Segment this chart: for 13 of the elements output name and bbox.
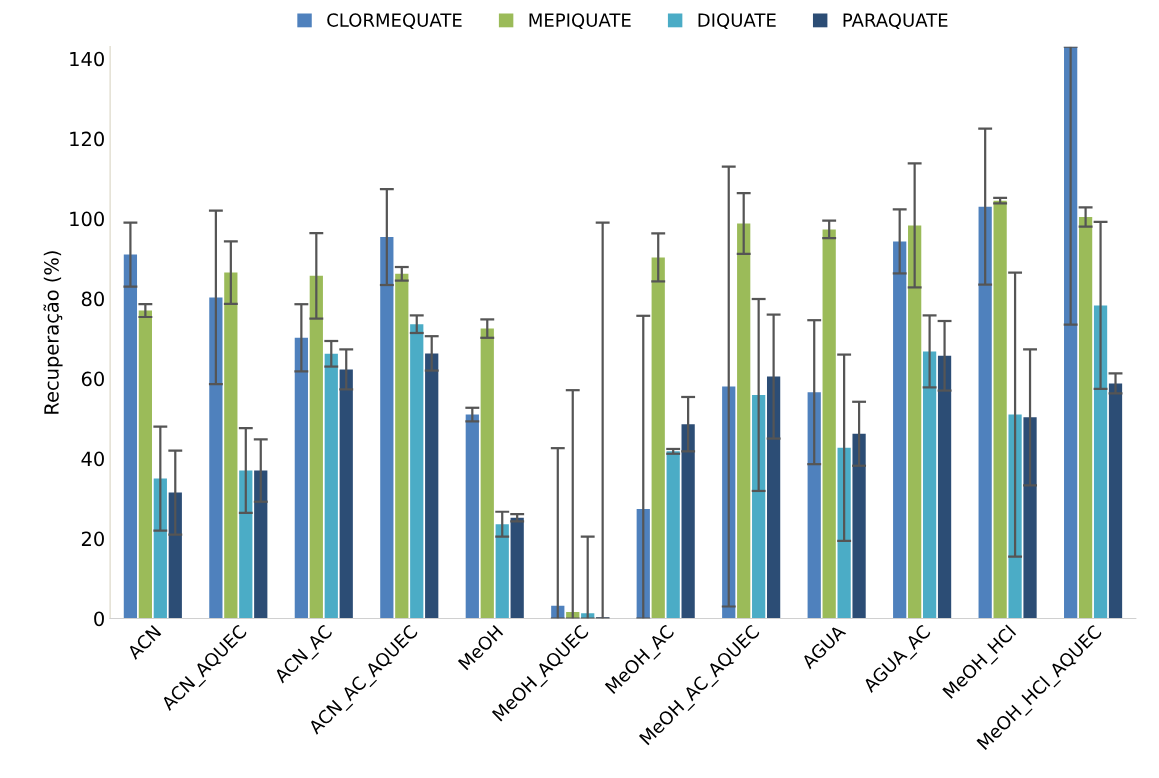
y-tick-label: 120 — [70, 131, 104, 147]
y-axis-title: Recuperação (%) — [43, 251, 63, 414]
legend-label: PARAQUATE — [843, 13, 948, 29]
legend-label: DIQUATE — [698, 13, 776, 29]
y-tick-label: 20 — [81, 531, 104, 547]
y-tick-label: 80 — [81, 291, 104, 307]
y-tick-label: 60 — [81, 371, 104, 387]
y-tick-label: 0 — [94, 611, 104, 627]
y-tick-label: 40 — [81, 451, 104, 467]
y-tick-label: 140 — [70, 51, 104, 67]
legend-label: CLORMEQUATE — [327, 13, 462, 29]
legend-label: MEPIQUATE — [529, 13, 631, 29]
y-tick-label: 100 — [70, 211, 104, 227]
